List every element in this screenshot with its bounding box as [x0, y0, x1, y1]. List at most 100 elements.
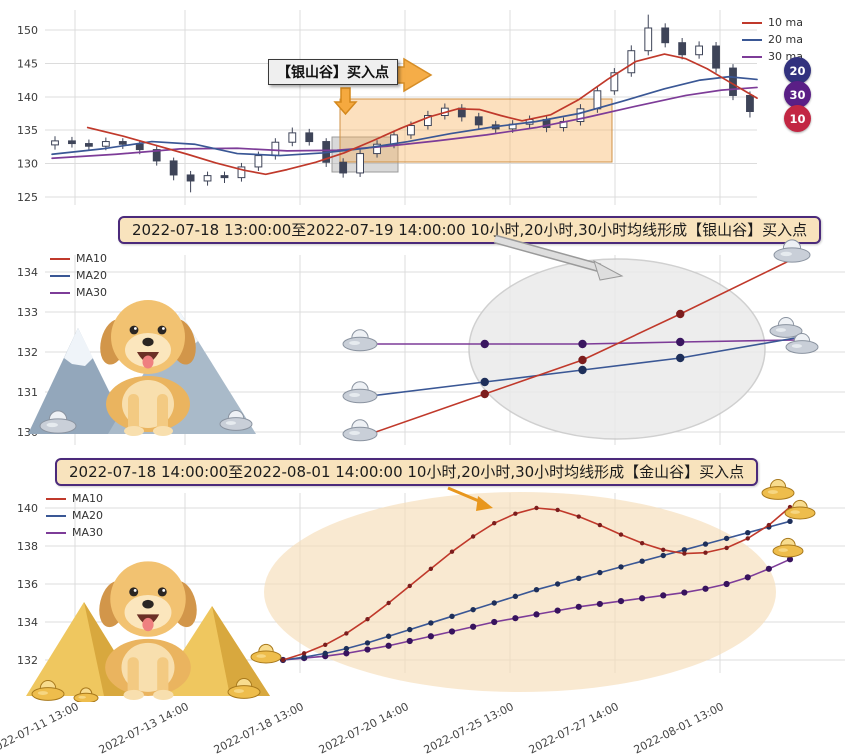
legend-line-swatch [46, 514, 66, 517]
data-point [470, 623, 477, 630]
data-point [470, 534, 476, 539]
data-point [681, 589, 688, 596]
svg-text:132: 132 [17, 654, 38, 667]
data-point [639, 540, 645, 546]
legend-item: MA10 [50, 252, 107, 265]
svg-text:138: 138 [17, 540, 38, 553]
candle [644, 27, 653, 52]
data-point [480, 377, 489, 387]
data-point [533, 611, 540, 618]
data-point [301, 654, 307, 660]
gold-ingot-icon [784, 499, 816, 520]
candle [627, 50, 636, 74]
silver-valley-buy-label: 【银山谷】买入点 [268, 59, 398, 85]
x-axis-label: 2022-07-20 14:00 [316, 700, 411, 754]
dog-mountain-silver-illustration [28, 300, 256, 436]
svg-text:150: 150 [17, 24, 38, 37]
svg-text:135: 135 [17, 124, 38, 137]
candle [220, 175, 229, 179]
svg-text:131: 131 [17, 386, 38, 399]
legend-label: 10 ma [768, 16, 803, 29]
data-point [365, 616, 370, 622]
ma-badge-20: 20 [784, 57, 811, 84]
candle [661, 27, 670, 44]
gold-ingot-icon [31, 680, 65, 701]
legend-item: MA20 [50, 269, 107, 282]
candle [152, 149, 161, 162]
silver-valley-banner: 2022-07-18 13:00:00至2022-07-19 14:00:00 … [118, 216, 822, 245]
gold-ingot-icon [250, 643, 282, 664]
candle [135, 143, 144, 151]
legend-label: MA20 [72, 509, 104, 522]
candle [576, 108, 585, 123]
svg-text:134: 134 [17, 616, 38, 629]
silver-ingot-icon [342, 381, 378, 404]
data-point [491, 618, 498, 626]
candle [474, 116, 483, 126]
candle [610, 72, 619, 92]
silver-ingot-icon [769, 317, 803, 338]
data-point [723, 580, 730, 588]
data-point [724, 545, 729, 551]
candle [746, 94, 754, 112]
x-axis-label: 2022-07-27 14:00 [526, 700, 621, 754]
svg-text:130: 130 [17, 158, 38, 171]
data-point [480, 339, 489, 349]
data-point [428, 566, 434, 571]
svg-text:140: 140 [17, 91, 38, 104]
candle [712, 45, 720, 69]
data-point [723, 535, 730, 542]
svg-text:133: 133 [17, 306, 38, 319]
x-axis-label: 2022-07-11 13:00 [0, 700, 81, 754]
x-axis-label: 2022-07-13 14:00 [96, 700, 191, 754]
data-point [513, 511, 518, 516]
data-point [576, 514, 581, 519]
data-point [786, 556, 794, 563]
data-point [427, 633, 434, 640]
mountain-icon [28, 328, 130, 434]
data-point [702, 541, 709, 547]
legend-line-swatch [742, 38, 762, 41]
candle [678, 42, 687, 56]
data-point [745, 530, 751, 536]
data-point [533, 587, 540, 593]
svg-text:145: 145 [17, 57, 38, 70]
legend-label: MA10 [72, 492, 104, 505]
legend-label: MA30 [72, 526, 104, 539]
candle [695, 45, 704, 56]
candle [203, 175, 212, 182]
golden-valley-chart: 132 134 136 138 140 [17, 479, 845, 692]
data-point [449, 549, 455, 554]
data-point [491, 600, 497, 606]
down-arrow-icon [333, 87, 358, 116]
data-point [322, 650, 328, 657]
candle [424, 115, 432, 127]
legend-label: MA30 [76, 286, 108, 299]
gold-ingot-icon [772, 537, 804, 558]
legend-item: MA10 [46, 492, 103, 505]
data-point [480, 389, 489, 399]
legend-label: MA20 [76, 269, 108, 282]
data-point [406, 637, 413, 645]
candle [51, 140, 59, 146]
silver-ingot-icon [39, 410, 77, 434]
candle [593, 90, 602, 110]
legend-item: 20 ma [742, 33, 803, 46]
data-point [407, 626, 413, 633]
candle [186, 174, 195, 182]
legend-item: MA20 [46, 509, 103, 522]
legend-item: 10 ma [742, 16, 803, 29]
silver-ingot-icon [342, 329, 378, 352]
legend-line-swatch [50, 291, 70, 294]
data-point [575, 603, 582, 610]
gold-ingot-icon [227, 678, 261, 699]
data-point [618, 564, 624, 570]
data-point [702, 585, 709, 592]
data-point [676, 353, 685, 363]
svg-text:134: 134 [17, 266, 38, 279]
data-point [512, 615, 519, 622]
dog-pyramid-gold-illustration [26, 561, 270, 702]
legend-line-swatch [46, 531, 66, 534]
legend-line-swatch [742, 55, 762, 58]
